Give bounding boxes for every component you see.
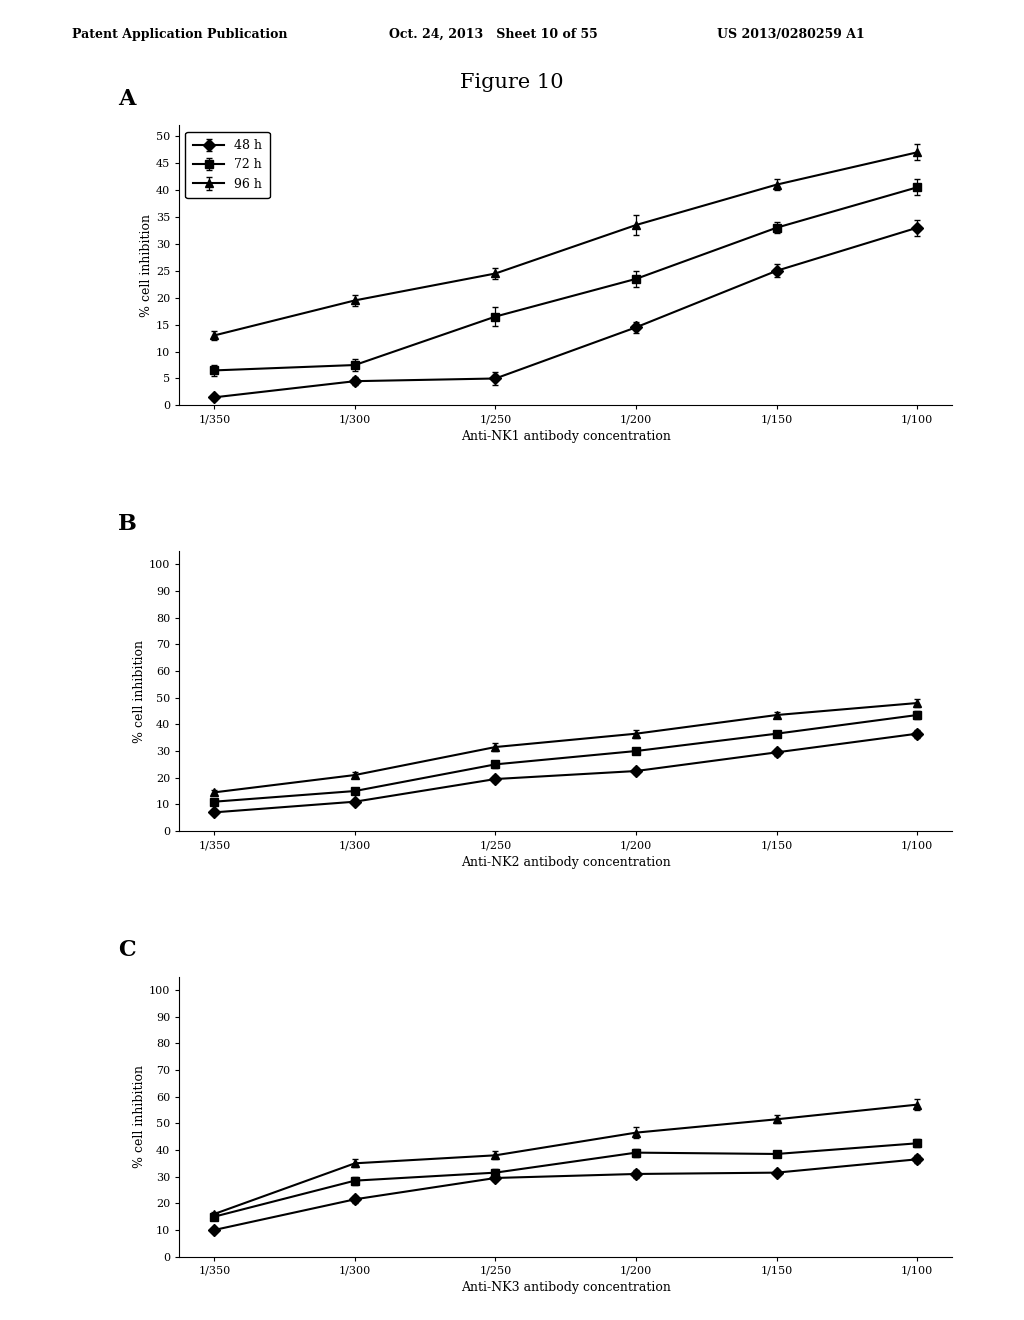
Text: Figure 10: Figure 10 [460,73,564,91]
Y-axis label: % cell inhibition: % cell inhibition [133,1065,146,1168]
Text: Oct. 24, 2013   Sheet 10 of 55: Oct. 24, 2013 Sheet 10 of 55 [389,28,598,41]
X-axis label: Anti-NK1 antibody concentration: Anti-NK1 antibody concentration [461,430,671,444]
Y-axis label: % cell inhibition: % cell inhibition [133,639,146,743]
Text: US 2013/0280259 A1: US 2013/0280259 A1 [717,28,864,41]
Legend: 48 h, 72 h, 96 h: 48 h, 72 h, 96 h [185,132,269,198]
X-axis label: Anti-NK2 antibody concentration: Anti-NK2 antibody concentration [461,855,671,869]
X-axis label: Anti-NK3 antibody concentration: Anti-NK3 antibody concentration [461,1282,671,1294]
Text: Patent Application Publication: Patent Application Publication [72,28,287,41]
Text: B: B [118,513,136,535]
Y-axis label: % cell inhibition: % cell inhibition [140,214,154,317]
Text: C: C [118,939,135,961]
Text: A: A [118,87,135,110]
